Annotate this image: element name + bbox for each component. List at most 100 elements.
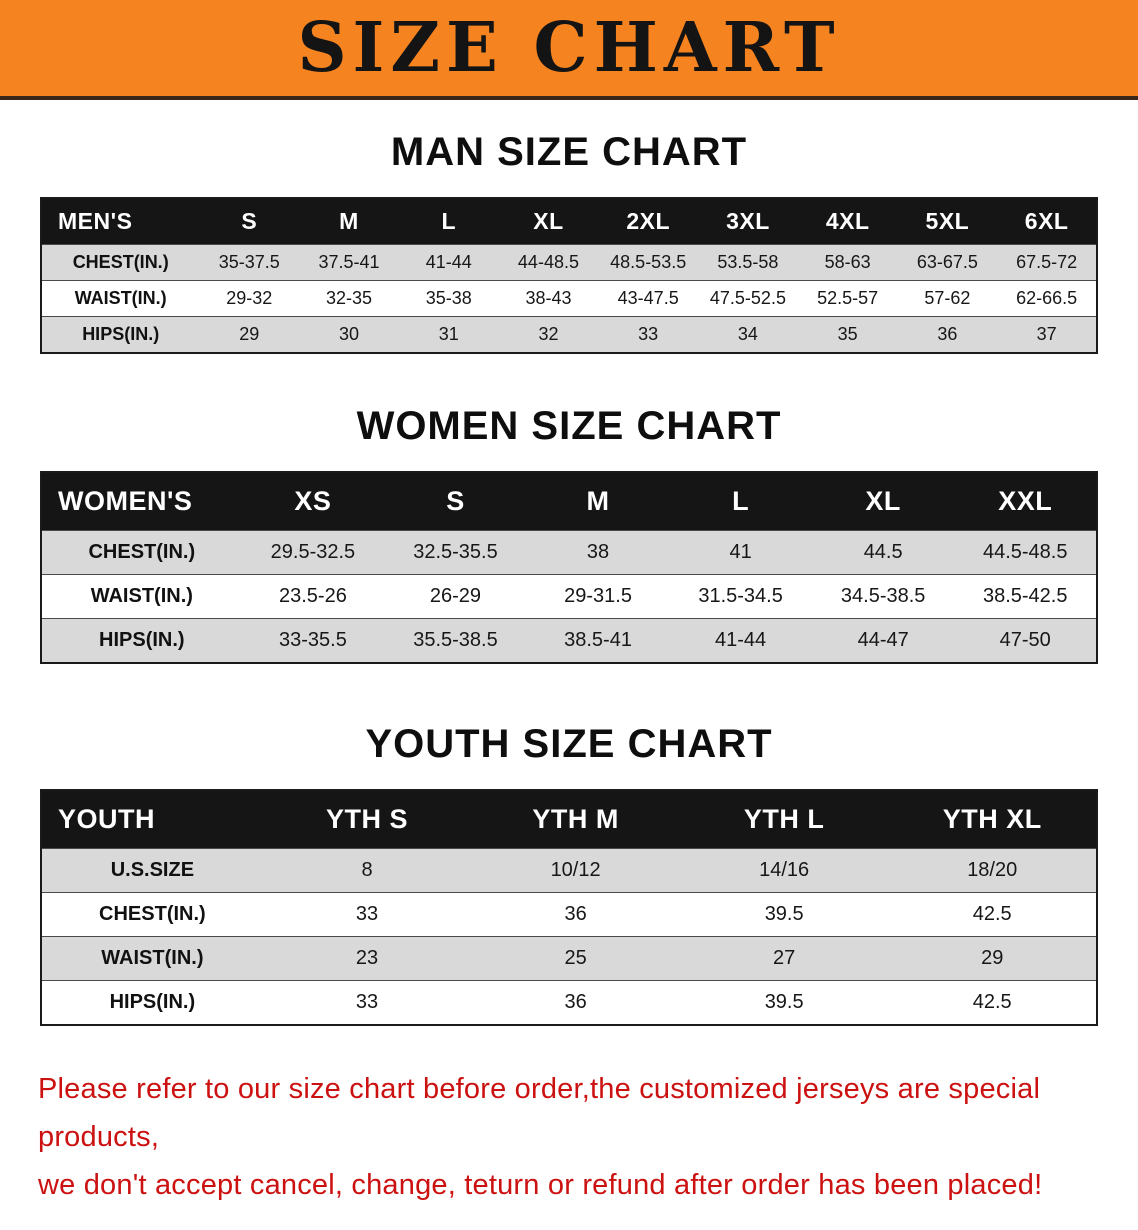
size-column-header: M [526, 472, 670, 531]
row-label: HIPS(IN.) [82, 324, 160, 344]
size-value-cell: 52.5-57 [817, 288, 879, 308]
size-value-cell: 36 [564, 991, 587, 1013]
size-value-cell: 34 [737, 324, 758, 344]
size-value-cell: 26-29 [429, 585, 482, 607]
size-column-header: YTH S [262, 790, 472, 849]
size-value-cell: 35.5-38.5 [413, 629, 498, 651]
size-value-cell: 38 [586, 541, 610, 563]
size-value-cell: 30 [338, 324, 359, 344]
size-value-cell: 41-44 [715, 629, 767, 651]
women-section-heading: WOMEN SIZE CHART [356, 404, 782, 448]
size-value-cell: 29-31.5 [564, 585, 632, 607]
youth-size-section: YOUTH SIZE CHART YOUTH YTH S YTH M YTH L YTH… [0, 664, 1138, 1026]
disclaimer-line-2: we don't accept cancel, change, teturn o… [38, 1168, 1043, 1201]
table-row: U.S.SIZE 8 10/12 14/16 18/20 [41, 848, 1097, 893]
row-label: WAIST(IN.) [90, 585, 193, 607]
size-column-header: 5XL [897, 198, 998, 245]
size-value-cell: 44.5-48.5 [982, 541, 1068, 563]
youth-size-table: YOUTH YTH S YTH M YTH L YTH XL U.S.SIZE 8 10/12… [40, 789, 1098, 1026]
size-column-header: 2XL [598, 198, 699, 245]
row-label: CHEST(IN.) [99, 903, 206, 925]
row-label: WAIST(IN.) [74, 288, 167, 308]
size-value-cell: 58-63 [824, 252, 871, 272]
banner: SIZE CHART [0, 0, 1138, 100]
size-value-cell: 33 [638, 324, 659, 344]
row-label: CHEST(IN.) [72, 252, 169, 272]
size-column-header: XXL [954, 472, 1097, 531]
size-value-cell: 39.5 [764, 991, 804, 1013]
size-column-header: 3XL [698, 198, 798, 245]
table-header-row: MEN'S S M L XL 2XL 3XL 4XL 5XL 6XL [41, 198, 1097, 245]
men-size-section: MAN SIZE CHART MEN'S S M L XL 2XL 3XL 4XL 5XL 6XL… [0, 100, 1138, 354]
size-value-cell: 43-47.5 [617, 288, 679, 308]
size-value-cell: 67.5-72 [1016, 252, 1078, 272]
size-value-cell: 31.5-34.5 [698, 585, 783, 607]
size-value-cell: 23.5-26 [278, 585, 347, 607]
size-value-cell: 10/12 [550, 859, 601, 881]
size-value-cell: 42.5 [972, 991, 1012, 1013]
size-value-cell: 47.5-52.5 [709, 288, 786, 308]
size-value-cell: 32 [538, 324, 559, 344]
page-title: SIZE CHART [297, 8, 841, 88]
men-section-heading: MAN SIZE CHART [390, 130, 748, 174]
size-value-cell: 47-50 [999, 629, 1051, 651]
size-value-cell: 31 [438, 324, 459, 344]
size-value-cell: 39.5 [764, 903, 804, 925]
row-label: HIPS(IN.) [99, 629, 185, 651]
row-label: HIPS(IN.) [109, 991, 196, 1013]
size-value-cell: 35-38 [425, 288, 472, 308]
size-value-cell: 29 [981, 947, 1004, 969]
row-label: WAIST(IN.) [101, 947, 204, 969]
size-value-cell: 36 [937, 324, 958, 344]
table-header-row: YOUTH YTH S YTH M YTH L YTH XL [41, 790, 1097, 849]
size-value-cell: 32.5-35.5 [413, 541, 498, 563]
size-value-cell: 41-44 [425, 252, 472, 272]
size-value-cell: 23 [355, 947, 379, 969]
table-corner-label: MEN'S [41, 198, 200, 245]
size-value-cell: 44-48.5 [517, 252, 579, 272]
size-column-header: S [384, 472, 527, 531]
table-row: WAIST(IN.) 23 25 27 29 [41, 936, 1097, 981]
table-row: WAIST(IN.) 29-32 32-35 35-38 38-43 43-47.5 47.… [41, 280, 1097, 317]
disclaimer: Please refer to our size chart before or… [0, 1026, 1138, 1230]
men-size-table: MEN'S S M L XL 2XL 3XL 4XL 5XL 6XL CHEST(IN.) 35-37… [40, 197, 1098, 354]
size-value-cell: 34.5-38.5 [840, 585, 926, 607]
size-value-cell: 38.5-42.5 [982, 585, 1068, 607]
row-label: U.S.SIZE [110, 859, 195, 881]
disclaimer-line-1: Please refer to our size chart before or… [38, 1073, 1041, 1153]
women-size-section: WOMEN SIZE CHART WOMEN'S XS S M L XL XXL CHEST(… [0, 354, 1138, 664]
size-value-cell: 35 [837, 324, 858, 344]
size-value-cell: 33-35.5 [278, 629, 347, 651]
table-header-row: WOMEN'S XS S M L XL XXL [41, 472, 1097, 531]
size-value-cell: 25 [564, 947, 587, 969]
table-corner-label: YOUTH [41, 790, 263, 849]
size-value-cell: 33 [355, 903, 379, 925]
size-value-cell: 62-66.5 [1016, 288, 1078, 308]
table-row: HIPS(IN.) 29 30 31 32 33 34 35 36 37 [41, 316, 1097, 353]
size-column-header: XL [811, 472, 955, 531]
size-column-header: YTH L [679, 790, 889, 849]
table-row: WAIST(IN.) 23.5-26 26-29 29-31.5 31.5-34.5 34… [41, 574, 1097, 619]
table-row: HIPS(IN.) 33-35.5 35.5-38.5 38.5-41 41-44 44-… [41, 618, 1097, 663]
size-value-cell: 41 [729, 541, 752, 563]
size-column-header: 4XL [797, 198, 898, 245]
size-value-cell: 8 [361, 859, 373, 881]
size-column-header: M [299, 198, 399, 245]
size-column-header: XL [498, 198, 599, 245]
row-label: CHEST(IN.) [88, 541, 196, 563]
size-value-cell: 57-62 [924, 288, 971, 308]
table-row: CHEST(IN.) 33 36 39.5 42.5 [41, 892, 1097, 937]
size-value-cell: 38-43 [525, 288, 572, 308]
table-row: CHEST(IN.) 29.5-32.5 32.5-35.5 38 41 44.5 44.5… [41, 530, 1097, 575]
size-value-cell: 37.5-41 [318, 252, 380, 272]
table-row: CHEST(IN.) 35-37.5 37.5-41 41-44 44-48.5 48.5… [41, 244, 1097, 281]
size-column-header: S [199, 198, 300, 245]
size-value-cell: 48.5-53.5 [610, 252, 687, 272]
size-value-cell: 36 [564, 903, 587, 925]
size-value-cell: 32-35 [325, 288, 373, 308]
size-value-cell: 53.5-58 [717, 252, 779, 272]
size-value-cell: 29-32 [226, 288, 273, 308]
size-value-cell: 18/20 [967, 859, 1018, 881]
size-value-cell: 38.5-41 [564, 629, 632, 651]
size-value-cell: 14/16 [759, 859, 810, 881]
